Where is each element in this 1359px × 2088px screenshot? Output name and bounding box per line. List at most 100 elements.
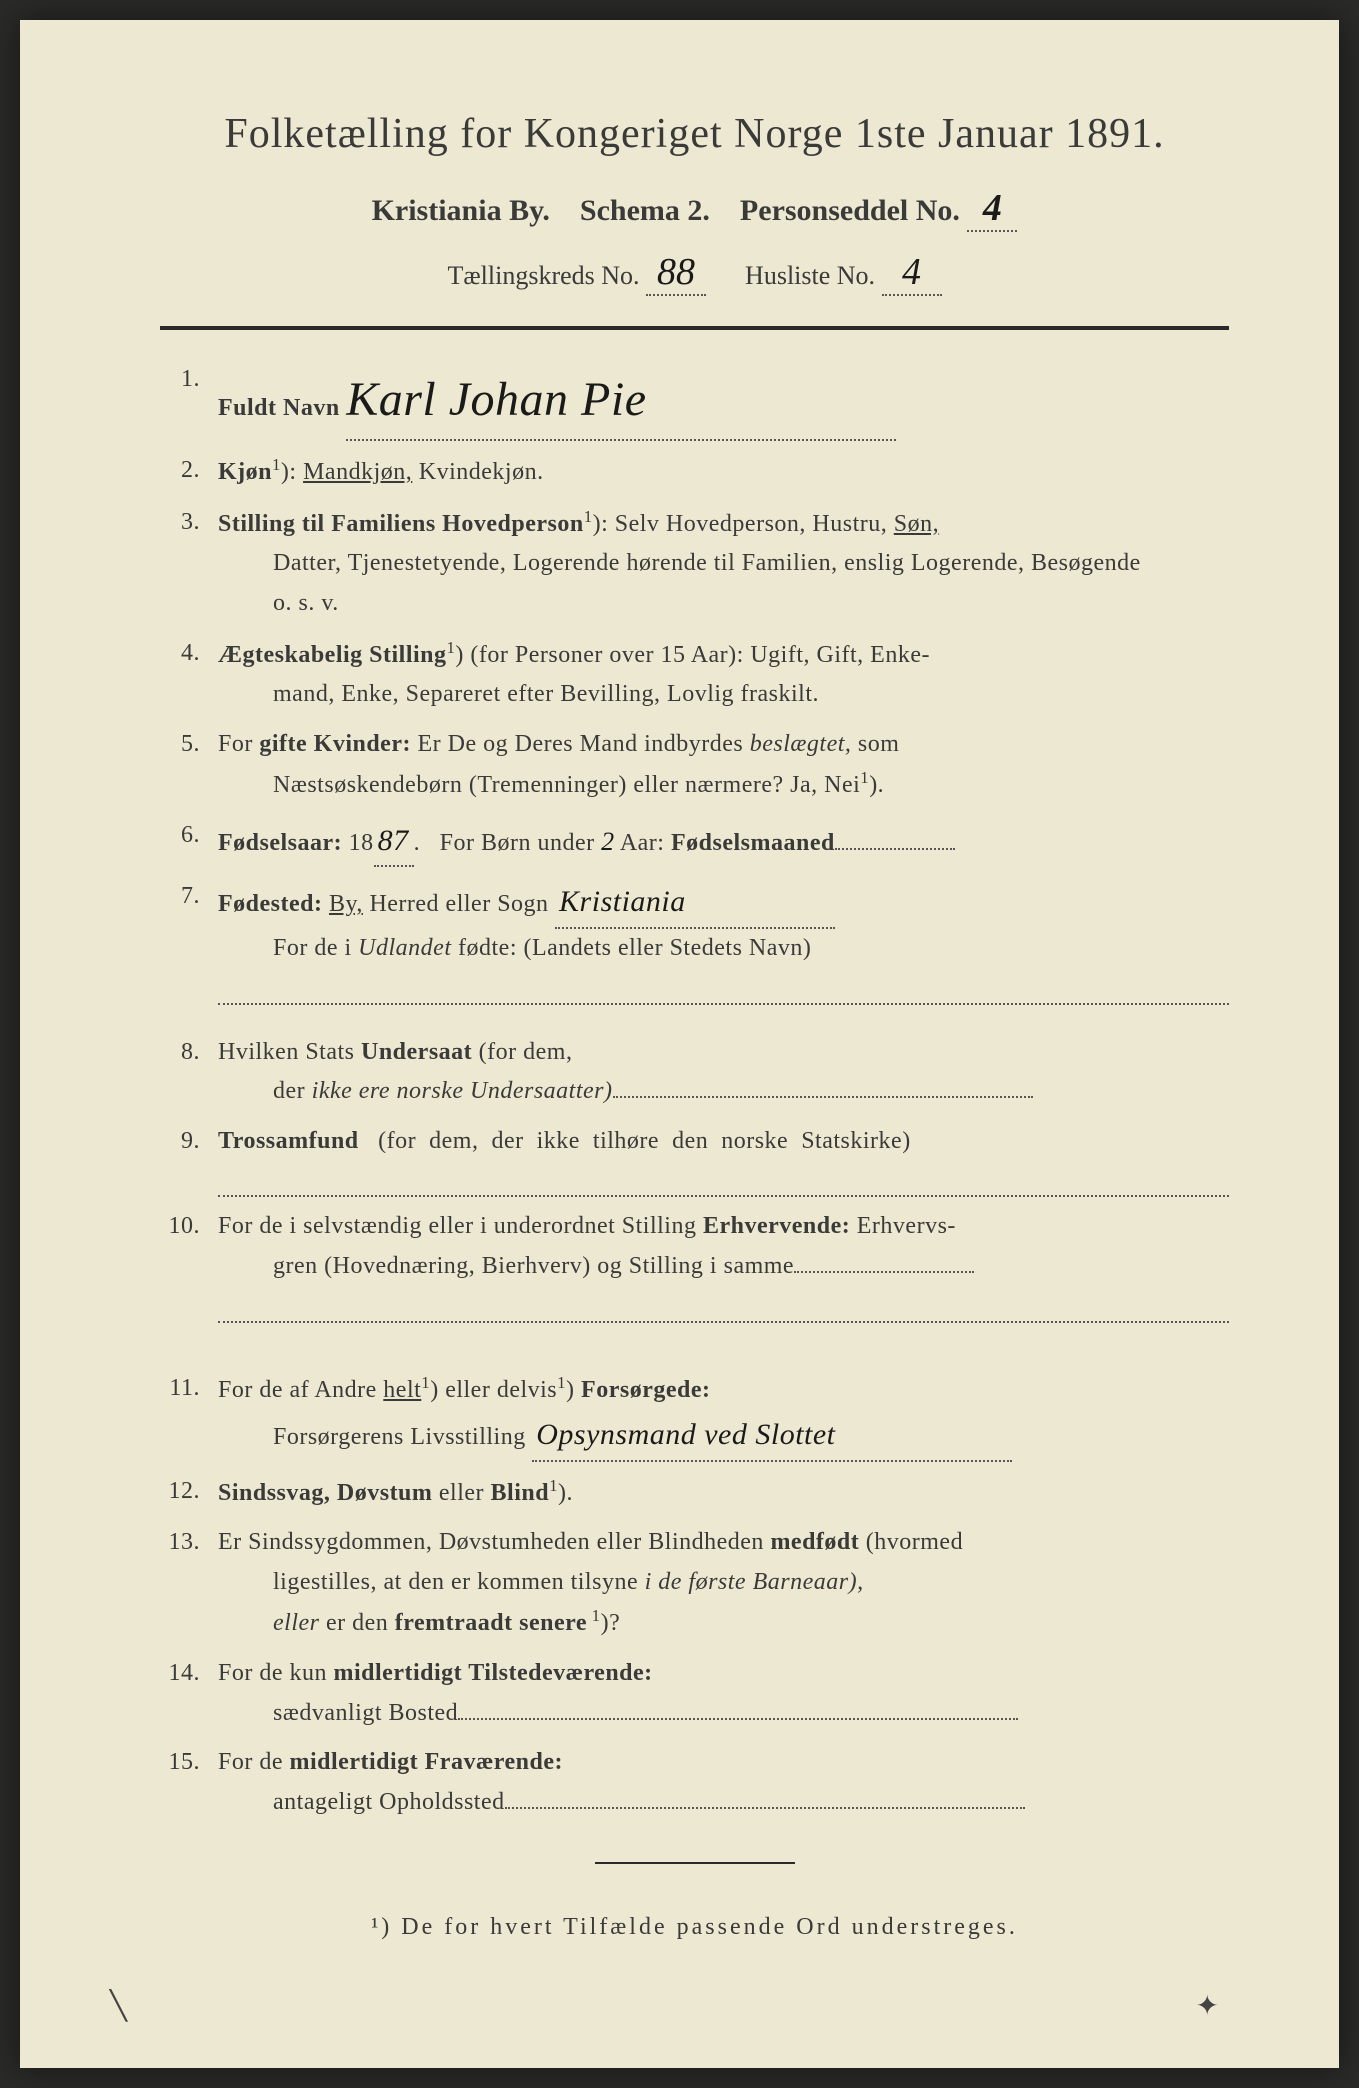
item-6-num: 6. [160,816,218,868]
item-2-num: 2. [160,451,218,493]
item-4-body: Ægteskabelig Stilling1) (for Personer ov… [218,634,1229,715]
item-8-num: 8. [160,1033,218,1112]
item-9-text: (for dem, der ikke tilhøre den norske St… [365,1128,911,1154]
item-7-body: Fødested: By, Herred eller Sogn Kristian… [218,877,1229,1004]
personseddel-no: 4 [967,186,1017,232]
birthplace-value: Kristiania [559,885,686,918]
item-13-body: Er Sindssygdommen, Døvstumheden eller Bl… [218,1523,1229,1644]
item-1-label: Fuldt Navn [218,395,340,421]
item-15-num: 15. [160,1743,218,1822]
item-7-label: Fødested: [218,891,322,917]
item-4-text-a: Ugift, Gift, Enke- [750,642,930,668]
item-8-body: Hvilken Stats Undersaat (for dem, der ik… [218,1033,1229,1112]
item-9-blank [218,1167,1229,1197]
item-3-text1: Selv Hovedperson, Hustru, [615,511,894,537]
item-8-field [613,1096,1033,1098]
item-11-text3: Forsørgerens Livsstilling [273,1424,526,1450]
item-5-label: gifte Kvinder: [259,731,411,757]
husliste-label: Husliste No. [745,261,875,290]
item-3-text3: o. s. v. [218,584,1229,624]
item-4-text-b: mand, Enke, Separeret efter Bevilling, L… [218,675,1229,715]
item-7-text: Herred eller Sogn [363,891,549,917]
item-8-label: Undersaat [361,1039,472,1065]
item-5-som: som [851,731,899,757]
item-5-body: For gifte Kvinder: Er De og Deres Mand i… [218,725,1229,806]
taellingskreds-label: Tællingskreds No. [447,261,639,290]
city-label: Kristiania By. [372,194,550,227]
item-5-num: 5. [160,725,218,806]
footnote-text: De for hvert Tilfælde passende Ord under… [401,1914,1018,1940]
subtitle-row: Kristiania By. Schema 2. Personseddel No… [160,186,1229,232]
footnote-marker: ¹) [371,1914,392,1940]
item-3-label: Stilling til Familiens Hovedperson [218,511,584,537]
item-12-label: Sindssvag, Døvstum [218,1480,432,1506]
item-5-text2: Næstsøskendebørn (Tremenninger) eller næ… [273,772,860,798]
corner-mark-right: ✦ [1196,1989,1219,2023]
item-13-text4: er den [319,1610,394,1636]
footnote: ¹) De for hvert Tilfælde passende Ord un… [160,1914,1229,1941]
item-12-num: 12. [160,1472,218,1514]
item-10-erh: Erhvervs- [850,1213,956,1239]
provider-value: Opsynsmand ved Slottet [536,1418,835,1451]
born-label: For Børn under [440,830,601,856]
item-8-text3: der [273,1078,312,1104]
item-12: 12. Sindssvag, Døvstum eller Blind1). [160,1472,1229,1514]
husliste-no: 4 [882,250,942,296]
item-11-body: For de af Andre helt1) eller delvis1) Fo… [218,1369,1229,1462]
item-15-body: For de midlertidigt Fraværende: antageli… [218,1743,1229,1822]
born-age: 2 [601,827,615,856]
item-11-u1: helt [383,1377,421,1403]
item-7-num: 7. [160,877,218,1004]
third-row: Tællingskreds No. 88 Husliste No. 4 [160,250,1229,296]
item-6: 6. Fødselsaar: 1887. For Børn under 2 Aa… [160,816,1229,868]
year-value: 87 [374,816,414,868]
year-prefix: 18 [349,830,374,856]
item-10-num: 10. [160,1207,218,1322]
item-12-text: eller [432,1480,490,1506]
item-11-text1: For de af Andre [218,1377,383,1403]
item-7-blank [218,975,1229,1005]
item-13-num: 13. [160,1523,218,1644]
gender-male: Mandkjøn, [303,459,412,485]
item-14-label: midlertidigt Tilstedeværende: [334,1660,653,1686]
item-10-text1: For de i selvstændig eller i underordnet… [218,1213,703,1239]
item-10-field [794,1271,974,1273]
item-11-num: 11. [160,1369,218,1462]
item-4-paren: (for Personer over 15 Aar): [464,642,750,668]
footnote-divider [595,1862,795,1864]
census-form-page: Folketælling for Kongeriget Norge 1ste J… [20,20,1339,2068]
item-5-prefix: For [218,731,259,757]
item-1-body: Fuldt Navn Karl Johan Pie [218,360,1229,441]
item-13-bold2: fremtraadt senere [395,1610,587,1636]
item-3-text2: Datter, Tjenestetyende, Logerende hørend… [218,544,1229,584]
item-13-lige: ligestilles, at den er kommen tilsyne [273,1569,645,1595]
item-13-bold1: medfødt [770,1529,859,1555]
item-8-text2: (for dem, [472,1039,572,1065]
item-14-text1: For de kun [218,1660,334,1686]
item-3: 3. Stilling til Familiens Hovedperson1):… [160,503,1229,624]
item-11-text2: eller delvis [439,1377,557,1403]
item-15: 15. For de midlertidigt Fraværende: anta… [160,1743,1229,1822]
item-9-body: Trossamfund (for dem, der ikke tilhøre d… [218,1122,1229,1198]
item-5-text: Er De og Deres Mand indbyrdes [411,731,750,757]
item-2: 2. Kjøn1): Mandkjøn, Kvindekjøn. [160,451,1229,493]
item-12-label2: Blind [491,1480,550,1506]
item-13-italic: i de første Barneaar), [645,1569,864,1595]
gender-female: Kvindekjøn. [419,459,544,485]
born-suffix: Aar: [615,830,665,856]
item-4-num: 4. [160,634,218,715]
item-7-by: By, [329,891,363,917]
schema-label: Schema 2. [580,194,710,227]
item-14: 14. For de kun midlertidigt Tilstedevære… [160,1654,1229,1733]
item-6-body: Fødselsaar: 1887. For Børn under 2 Aar: … [218,816,1229,868]
item-13-text3: eller [273,1610,319,1636]
full-name-value: Karl Johan Pie [346,360,646,439]
main-title: Folketælling for Kongeriget Norge 1ste J… [160,110,1229,158]
item-14-text2: sædvanligt Bosted [273,1700,458,1726]
item-1: 1. Fuldt Navn Karl Johan Pie [160,360,1229,441]
item-11-label: Forsørgede: [575,1377,711,1403]
item-3-selected: Søn, [894,511,939,537]
taellingskreds-no: 88 [646,250,706,296]
item-8-italic: ikke ere norske Undersaatter) [312,1078,613,1104]
item-10-label: Erhvervende: [703,1213,850,1239]
